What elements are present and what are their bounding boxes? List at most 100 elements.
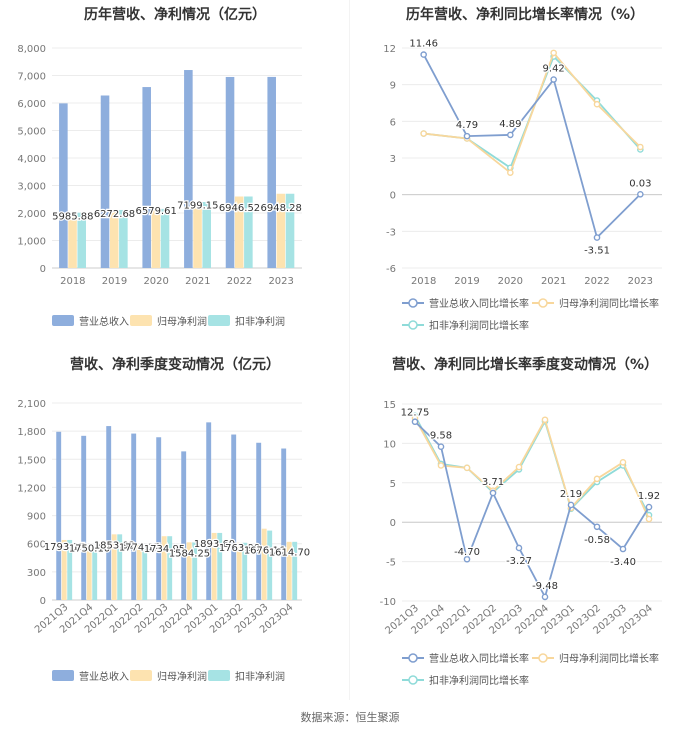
data-label: 9.42 [543,64,565,75]
data-label: -9.48 [532,581,558,592]
bar-营业总收入 [100,95,110,268]
y-tick-label: 900 [27,512,46,523]
panel-divider [349,0,350,700]
point-归母净利润同比增长率 [515,463,523,471]
data-label: 6272.68 [94,209,135,220]
bar-归母净利润 [111,534,117,600]
legend-label: 归母净利润 [157,315,207,328]
bar-扣非净利润 [267,530,273,600]
x-tick-label: 2019 [454,276,479,287]
annual-revenue-profit-chart: 0 1,000 2,000 3,000 4,000 5,000 6,000 7,000 8,00… [17,44,303,328]
point-营业总收入同比增长率 [507,131,514,139]
data-label: 11.46 [409,39,438,50]
y-tick-label: 7,000 [17,72,46,83]
point-归母净利润同比增长率 [507,169,514,176]
x-tick-label: 2018 [60,276,85,287]
legend-label: 营业总收入 [79,670,129,683]
legend-swatch-marker [408,675,418,685]
legend-swatch [52,315,74,326]
data-label: 1734.95 [144,544,185,555]
data-label: 9.58 [430,431,452,442]
bar-扣非净利润 [92,548,98,600]
data-label: 12.75 [401,408,430,419]
point-归母净利润同比增长率 [550,49,557,57]
point-营业总收入同比增长率 [541,593,549,601]
chart-title: 营收、净利季度变动情况（亿元） [70,357,280,373]
point-归母净利润同比增长率 [463,464,471,472]
quarterly-growth-chart: -10-50510152021Q32021Q42022Q12022Q22022Q… [380,400,662,687]
bar-归母净利润 [234,196,244,268]
y-tick-label: 600 [27,540,46,551]
data-label: 1584.25 [169,548,210,559]
data-label: 7199.15 [177,201,218,212]
y-tick-label: 1,500 [17,455,46,466]
line-营业总收入同比增长率 [422,54,641,240]
legend-swatch [130,315,152,326]
y-tick-label: 0 [40,596,46,607]
data-label: 6946.52 [219,203,260,214]
bar-归母净利润 [286,541,292,600]
bar-营业总收入 [142,87,151,268]
bar-营业总收入 [281,448,287,600]
y-tick-label: 5 [390,479,396,490]
bar-营业总收入 [56,431,62,600]
point-归母净利润同比增长率 [437,462,445,469]
y-tick-label: -10 [380,597,396,608]
bar-扣非净利润 [202,202,211,268]
point-营业总收入同比增长率 [593,234,601,241]
bar-归母净利润 [193,202,202,268]
y-tick-label: 1,800 [17,427,46,438]
legend-swatch-marker [408,320,418,330]
data-label: 0.03 [629,178,651,189]
y-tick-label: -5 [386,558,396,569]
point-营业总收入同比增长率 [463,555,471,563]
y-tick-label: 0 [390,518,396,529]
bar-归母净利润 [211,532,217,600]
data-label: 1614.70 [269,548,310,559]
point-营业总收入同比增长率 [637,190,644,198]
y-tick-label: 12 [383,44,396,55]
y-tick-label: -6 [386,264,396,275]
annual-growth-panel: 历年营收、净利同比增长率情况（%） -6 -3 0 3 6 9 12 2018 2019 2020… [350,0,700,350]
point-营业总收入同比增长率 [593,523,601,531]
bar-归母净利润 [61,539,67,600]
line-营业总收入同比增长率 [414,421,650,600]
bar-扣非净利润 [217,532,223,600]
bar-扣非净利润 [119,209,128,268]
point-归母净利润同比增长率 [637,143,644,151]
point-营业总收入同比增长率 [619,545,627,553]
x-tick-label: 2019 [102,276,127,287]
data-source-footer: 数据来源：恒生聚源 [300,711,400,724]
data-label: 6579.61 [135,206,176,217]
bar-归母净利润 [109,209,119,268]
bar-扣非净利润 [244,196,253,268]
bar-营业总收入 [156,437,162,600]
y-tick-label: 1,200 [17,483,46,494]
data-label: 4.89 [499,119,521,130]
y-tick-label: 3 [390,154,396,165]
point-营业总收入同比增长率 [489,489,497,497]
bar-扣非净利润 [167,536,173,600]
data-label: 1853.92 [94,540,135,551]
y-tick-label: 2,100 [17,399,46,410]
legend-label: 扣非净利润同比增长率 [429,674,529,687]
bar-营业总收入 [225,76,235,268]
point-营业总收入同比增长率 [411,418,419,426]
chart-title: 历年营收、净利同比增长率情况（%） [405,7,645,23]
y-tick-label: 15 [383,400,396,411]
data-label: 2.19 [560,489,582,500]
legend-label: 扣非净利润同比增长率 [429,319,529,332]
data-label: 1676.16 [244,546,285,557]
point-营业总收入同比增长率 [515,544,523,552]
y-tick-label: 5,000 [17,127,46,138]
point-营业总收入同比增长率 [645,503,653,511]
data-label: 1893.60 [194,539,235,550]
legend-swatch [130,670,152,681]
legend-label: 营业总收入同比增长率 [429,297,529,310]
y-tick-label: -3 [386,227,396,238]
point-营业总收入同比增长率 [463,132,471,140]
y-tick-label: 9 [390,81,396,92]
data-label: -3.51 [584,246,610,257]
bar-归母净利润 [276,193,286,268]
bar-归母净利润 [236,542,242,600]
